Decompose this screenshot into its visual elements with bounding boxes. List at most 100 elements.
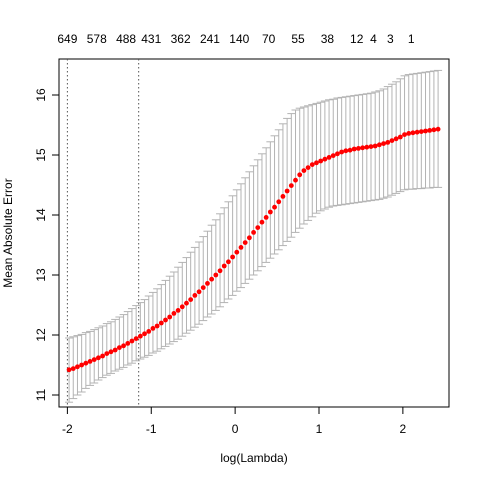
x-axis-label: log(Lambda) <box>220 451 287 465</box>
error-bar <box>291 109 300 233</box>
error-bar <box>304 105 313 221</box>
top-tick-label: 55 <box>291 32 305 46</box>
data-point <box>129 338 135 344</box>
data-point <box>112 347 118 353</box>
top-tick-label: 431 <box>141 32 161 46</box>
data-point <box>246 235 252 241</box>
y-tick-label: 14 <box>34 208 48 222</box>
error-bar <box>81 332 90 389</box>
data-point <box>142 331 147 337</box>
top-tick-label: 578 <box>87 32 107 46</box>
data-point <box>230 254 236 260</box>
top-tick-label: 140 <box>229 32 249 46</box>
data-point <box>179 304 185 310</box>
error-bar <box>102 323 111 376</box>
error-bar <box>224 201 233 300</box>
top-tick-label: 1 <box>408 32 415 46</box>
error-bar <box>207 224 216 315</box>
error-bar <box>115 316 124 370</box>
error-bar <box>107 321 115 374</box>
data-point <box>171 311 177 316</box>
error-bar <box>98 325 107 379</box>
data-point <box>360 145 366 151</box>
data-point <box>175 308 181 313</box>
data-point <box>351 146 357 152</box>
data-point <box>343 148 349 154</box>
error-bar <box>316 101 325 212</box>
data-point <box>226 259 231 265</box>
data-point <box>389 138 395 144</box>
top-tick-label: 362 <box>171 32 191 46</box>
data-point <box>339 149 345 155</box>
error-bar <box>237 183 245 289</box>
error-bar <box>329 98 338 207</box>
error-bar <box>144 295 153 356</box>
data-point <box>255 225 261 231</box>
y-tick-label: 11 <box>34 388 48 401</box>
error-bar <box>274 129 283 251</box>
y-axis: 11 12 13 14 15 16 <box>34 88 60 401</box>
data-point <box>418 129 424 135</box>
y-tick-label: 15 <box>34 148 48 162</box>
data-point <box>213 272 219 278</box>
data-point <box>402 132 407 138</box>
error-bar <box>299 106 308 225</box>
data-point <box>305 165 311 171</box>
data-point <box>376 142 382 148</box>
error-bar <box>278 123 287 247</box>
data-point <box>137 333 143 339</box>
data-point <box>133 336 139 341</box>
top-tick-label: 70 <box>262 32 276 46</box>
data-point <box>288 183 294 189</box>
data-point <box>280 194 286 199</box>
data-point <box>184 300 189 306</box>
error-bar <box>157 284 166 350</box>
data-point <box>70 366 76 371</box>
data-points <box>66 126 441 373</box>
error-bar <box>262 147 271 263</box>
error-bar <box>178 261 187 337</box>
data-point <box>121 343 126 349</box>
error-bar <box>94 327 103 381</box>
error-bar <box>190 246 199 328</box>
error-bar <box>249 165 258 276</box>
error-bar <box>161 279 170 347</box>
data-point <box>259 219 265 225</box>
data-point <box>100 353 106 359</box>
error-bar <box>253 159 262 272</box>
data-point <box>423 128 428 134</box>
data-point <box>209 276 215 282</box>
data-point <box>263 215 269 220</box>
error-bar <box>169 271 178 343</box>
error-bar <box>182 257 191 334</box>
data-point <box>301 168 307 174</box>
data-point <box>251 230 256 235</box>
error-bar <box>270 135 279 255</box>
error-bar <box>325 99 334 208</box>
top-tick-label: 649 <box>57 32 77 46</box>
error-bar <box>165 275 174 345</box>
error-bar <box>211 219 220 311</box>
data-point <box>414 129 420 135</box>
data-point <box>284 188 290 194</box>
error-bar <box>228 195 237 296</box>
data-point <box>397 134 403 140</box>
error-bar <box>174 266 183 340</box>
data-point <box>335 151 340 157</box>
data-point <box>96 355 101 361</box>
y-tick-label: 13 <box>34 268 48 282</box>
error-bar <box>308 104 317 218</box>
data-point <box>435 126 441 132</box>
data-point <box>79 362 85 368</box>
data-point <box>267 209 273 215</box>
data-point <box>66 367 72 373</box>
data-point <box>234 249 240 255</box>
data-point <box>276 199 282 205</box>
error-bar <box>287 113 296 238</box>
error-bar <box>90 329 99 384</box>
error-bars <box>65 69 443 403</box>
y-tick-label: 16 <box>34 88 48 102</box>
data-point <box>427 127 433 133</box>
data-point <box>297 172 303 178</box>
data-point <box>116 345 122 350</box>
